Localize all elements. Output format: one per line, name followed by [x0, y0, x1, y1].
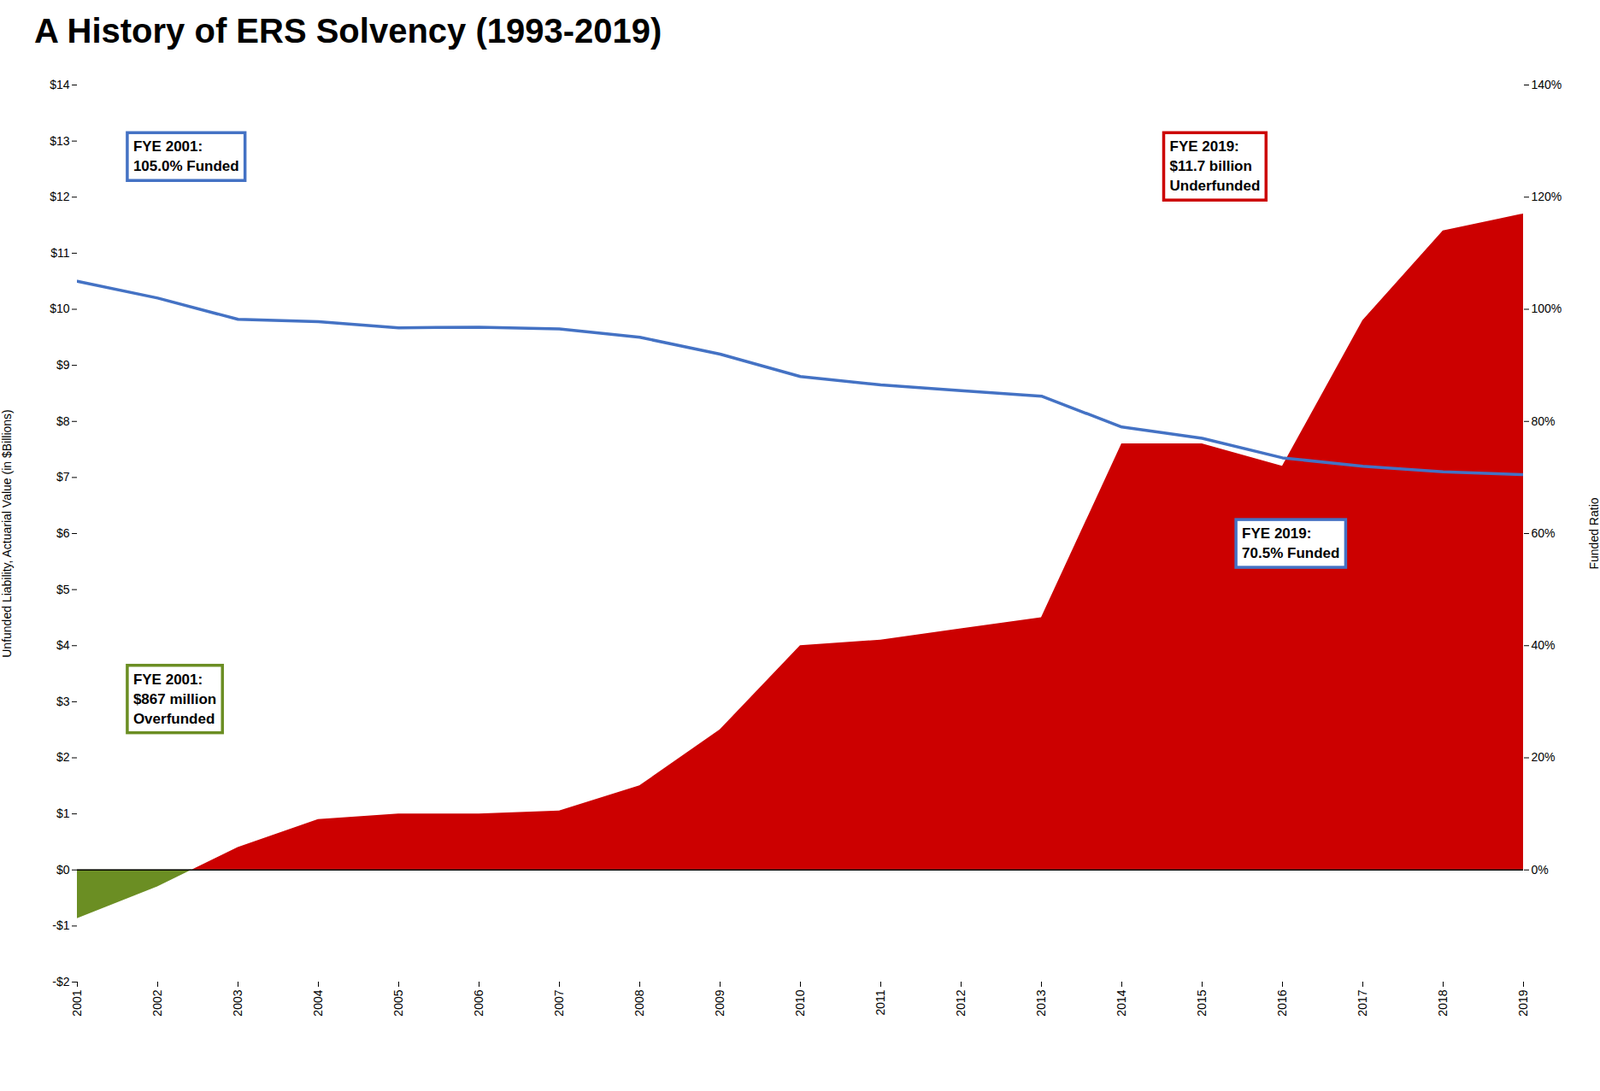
svg-text:$10: $10	[49, 301, 71, 316]
svg-text:-$2: -$2	[52, 975, 70, 989]
svg-text:60%: 60%	[1531, 526, 1556, 541]
svg-text:140%: 140%	[1531, 77, 1563, 92]
svg-text:2009: 2009	[712, 989, 727, 1017]
svg-text:FYE 2001:105.0% Funded: FYE 2001:105.0% Funded	[133, 138, 240, 175]
svg-text:$1: $1	[56, 806, 71, 821]
svg-text:120%: 120%	[1531, 189, 1563, 204]
svg-text:2010: 2010	[793, 989, 807, 1017]
svg-text:-$1: -$1	[52, 918, 70, 933]
svg-text:$5: $5	[56, 582, 71, 597]
svg-text:2017: 2017	[1355, 989, 1370, 1017]
svg-text:2004: 2004	[311, 989, 325, 1017]
svg-text:2007: 2007	[552, 989, 566, 1017]
html-text:A History of ERS Solvency (199: A History of ERS Solvency (1993-2019)	[34, 11, 662, 50]
svg-text:2015: 2015	[1194, 989, 1209, 1017]
svg-text:Funded Ratio: Funded Ratio	[1587, 497, 1600, 570]
svg-text:$7: $7	[56, 470, 71, 484]
svg-text:2013: 2013	[1034, 989, 1048, 1017]
svg-text:2005: 2005	[391, 989, 406, 1017]
svg-text:20%: 20%	[1531, 750, 1556, 765]
svg-text:40%: 40%	[1531, 638, 1556, 653]
svg-text:$9: $9	[56, 358, 71, 372]
svg-text:2016: 2016	[1275, 989, 1289, 1017]
svg-text:2008: 2008	[632, 989, 647, 1017]
svg-text:2003: 2003	[230, 989, 245, 1017]
svg-text:$6: $6	[56, 526, 71, 541]
svg-text:100%: 100%	[1531, 301, 1563, 316]
svg-text:FYE 2019:$11.7 billionUnderfun: FYE 2019:$11.7 billionUnderfunded	[1170, 138, 1261, 195]
svg-text:2001: 2001	[70, 989, 84, 1017]
svg-text:0%: 0%	[1531, 863, 1549, 877]
svg-text:$8: $8	[56, 414, 71, 429]
svg-text:$0: $0	[56, 863, 71, 877]
svg-text:2014: 2014	[1114, 989, 1129, 1017]
svg-text:$12: $12	[49, 189, 71, 204]
svg-text:2011: 2011	[873, 989, 888, 1016]
svg-text:2006: 2006	[471, 989, 486, 1017]
svg-text:2002: 2002	[150, 989, 165, 1017]
svg-text:2018: 2018	[1435, 989, 1450, 1017]
svg-text:Unfunded Liability, Actuarial: Unfunded Liability, Actuarial Value (in …	[0, 409, 14, 659]
svg-text:$3: $3	[56, 694, 71, 709]
svg-text:80%: 80%	[1531, 414, 1556, 429]
svg-text:FYE 2001:$867 millionOverfunde: FYE 2001:$867 millionOverfunded	[133, 671, 217, 728]
svg-text:$11: $11	[50, 246, 71, 260]
svg-text:2012: 2012	[953, 989, 968, 1017]
svg-text:$2: $2	[56, 750, 71, 765]
svg-text:$14: $14	[49, 77, 71, 92]
svg-text:FYE 2019:70.5% Funded: FYE 2019:70.5% Funded	[1241, 525, 1340, 562]
svg-text:$4: $4	[56, 638, 71, 653]
svg-text:$13: $13	[49, 134, 71, 148]
svg-text:2019: 2019	[1516, 989, 1530, 1017]
